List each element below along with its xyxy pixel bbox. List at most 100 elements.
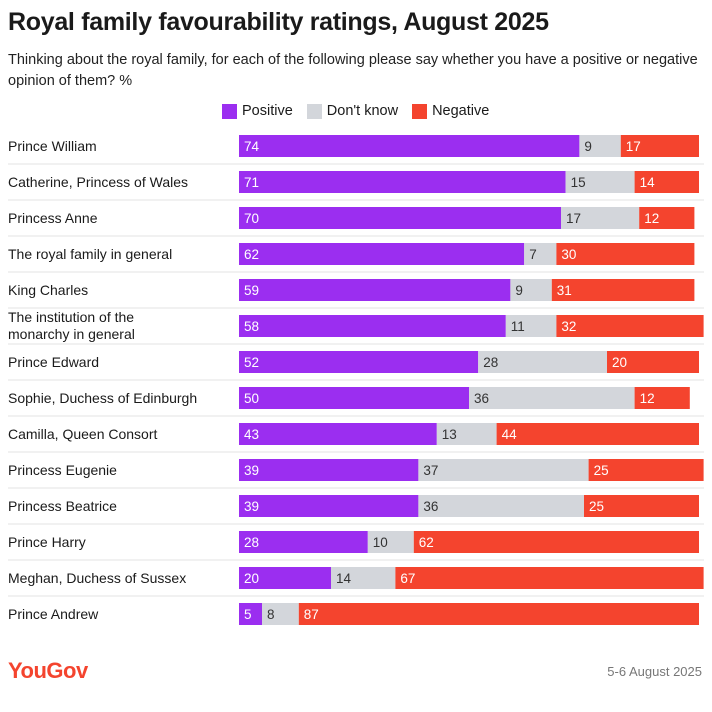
data-label-positive: 52 <box>244 355 259 370</box>
row-label-line: monarchy in general <box>8 326 135 342</box>
data-label-dont-know: 17 <box>566 211 581 226</box>
chart-subtitle: Thinking about the royal family, for eac… <box>8 52 698 89</box>
bar-segment-positive <box>239 603 262 625</box>
bar-segment-positive <box>239 243 525 265</box>
bar-segment-dont-know <box>524 243 557 265</box>
data-label-dont-know: 13 <box>442 427 457 442</box>
data-label-positive: 62 <box>244 247 259 262</box>
data-label-dont-know: 37 <box>423 463 438 478</box>
bar-segment-negative <box>395 567 704 589</box>
bar-segment-negative <box>634 171 699 193</box>
bar-row: Camilla, Queen Consort 43 13 44 <box>8 423 704 453</box>
row-label: The institution of the monarchy in genera… <box>8 309 135 342</box>
bar-segment-negative <box>607 351 699 373</box>
data-label-negative: 32 <box>561 319 576 334</box>
legend-label-negative: Negative <box>432 103 490 119</box>
legend-item-positive: Positive <box>222 103 293 119</box>
data-label-negative: 30 <box>561 247 576 262</box>
data-label-positive: 5 <box>244 607 252 622</box>
data-label-negative: 87 <box>304 607 319 622</box>
bar-row: Sophie, Duchess of Edinburgh 50 36 12 <box>8 387 704 417</box>
bar-row: The royal family in general 62 7 30 <box>8 243 704 273</box>
data-label-negative: 17 <box>626 139 641 154</box>
bar-segment-negative <box>556 315 704 337</box>
legend-swatch-negative <box>412 103 428 119</box>
bar-segment-negative <box>298 603 699 625</box>
bar-segment-positive <box>239 351 479 373</box>
data-label-positive: 39 <box>244 463 259 478</box>
row-label: Prince William <box>8 138 97 154</box>
row-label: Prince Edward <box>8 354 99 370</box>
bar-segment-negative <box>584 495 699 517</box>
bar-row: Prince Edward 52 28 20 <box>8 351 704 381</box>
bar-segment-negative <box>413 531 699 553</box>
bar-row: The institution of the monarchy in genera… <box>8 309 704 345</box>
bar-segment-dont-know <box>262 603 299 625</box>
bar-row: Prince Harry 28 10 62 <box>8 531 704 561</box>
legend-item-dont-know: Don't know <box>306 103 398 119</box>
data-label-negative: 12 <box>644 211 659 226</box>
row-label: Catherine, Princess of Wales <box>8 174 188 190</box>
bar-segment-negative <box>634 387 690 409</box>
row-label: Camilla, Queen Consort <box>8 426 158 442</box>
bar-segment-positive <box>239 567 331 589</box>
data-label-positive: 74 <box>244 139 260 154</box>
bar-segment-dont-know <box>579 135 621 157</box>
data-label-positive: 70 <box>244 211 259 226</box>
data-label-negative: 25 <box>589 499 604 514</box>
data-label-negative: 12 <box>640 391 655 406</box>
legend-swatch-positive <box>222 103 237 119</box>
bar-segment-dont-know <box>565 171 635 193</box>
bar-row: Princess Beatrice 39 36 25 <box>8 495 704 525</box>
data-label-dont-know: 15 <box>571 175 586 190</box>
survey-date: 5-6 August 2025 <box>607 664 702 679</box>
data-label-dont-know: 36 <box>474 391 489 406</box>
bar-row: Meghan, Duchess of Sussex 20 14 67 <box>8 567 704 597</box>
data-label-positive: 59 <box>244 283 259 298</box>
bar-segment-positive <box>239 387 469 409</box>
bar-row: Prince Andrew 5 8 87 <box>8 603 699 625</box>
row-label: Sophie, Duchess of Edinburgh <box>8 390 197 406</box>
bar-segment-dont-know <box>469 387 635 409</box>
data-label-positive: 43 <box>244 427 259 442</box>
bar-segment-negative <box>496 423 699 445</box>
data-label-negative: 31 <box>557 283 572 298</box>
bar-segment-dont-know <box>418 495 584 517</box>
data-label-dont-know: 28 <box>483 355 498 370</box>
bar-segment-dont-know <box>510 279 552 301</box>
bar-segment-positive <box>239 459 419 481</box>
data-label-negative: 20 <box>612 355 627 370</box>
data-label-dont-know: 9 <box>515 283 523 298</box>
row-label-line: The institution of the <box>8 309 134 325</box>
bar-row: Catherine, Princess of Wales 71 15 14 <box>8 171 704 201</box>
legend-item-negative: Negative <box>412 103 489 119</box>
data-label-negative: 25 <box>594 463 609 478</box>
legend: Positive Don't know Negative <box>222 103 503 119</box>
bar-segment-negative <box>620 135 699 157</box>
bar-segment-negative <box>639 207 695 229</box>
row-label: Prince Andrew <box>8 606 99 622</box>
data-label-dont-know: 10 <box>373 535 388 550</box>
bar-row: Princess Eugenie 39 37 25 <box>8 459 704 489</box>
data-label-negative: 62 <box>419 535 434 550</box>
chart-title: Royal family favourability ratings, Augu… <box>8 8 549 36</box>
data-label-positive: 20 <box>244 571 259 586</box>
bar-segment-positive <box>239 423 437 445</box>
bar-segment-dont-know <box>331 567 396 589</box>
bar-segment-dont-know <box>478 351 607 373</box>
bar-segment-positive <box>239 171 566 193</box>
bar-segment-positive <box>239 135 580 157</box>
data-label-negative: 44 <box>502 427 518 442</box>
data-label-positive: 28 <box>244 535 259 550</box>
bar-segment-positive <box>239 207 561 229</box>
data-label-positive: 39 <box>244 499 259 514</box>
bar-segment-dont-know <box>436 423 497 445</box>
row-label: Princess Anne <box>8 210 98 226</box>
bar-segment-dont-know <box>367 531 414 553</box>
row-label: Meghan, Duchess of Sussex <box>8 570 186 586</box>
bar-segment-positive <box>239 531 368 553</box>
yougov-logo: YouGov <box>8 658 88 683</box>
data-label-dont-know: 8 <box>267 607 275 622</box>
bar-segment-dont-know <box>561 207 640 229</box>
bar-segment-dont-know <box>505 315 557 337</box>
